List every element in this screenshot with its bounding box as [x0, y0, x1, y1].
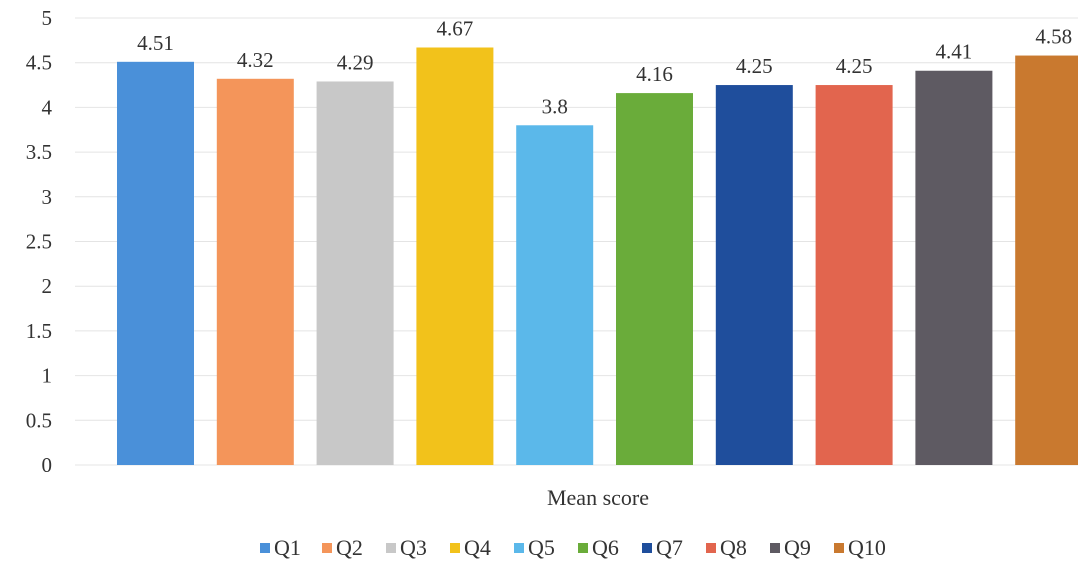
data-label-q7: 4.25	[736, 54, 773, 78]
bars	[117, 47, 1078, 466]
legend-label-q5: Q5	[528, 535, 555, 560]
bar-q10	[1015, 55, 1078, 465]
y-tick-label: 4.5	[26, 51, 52, 75]
legend-swatch-q3	[386, 543, 396, 553]
bar-q9	[915, 70, 993, 465]
y-tick-label: 3	[42, 185, 53, 209]
y-tick-label: 4	[42, 95, 53, 119]
data-label-q6: 4.16	[636, 62, 673, 86]
bar-q5	[516, 125, 594, 465]
y-tick-label: 1	[42, 364, 53, 388]
legend-swatch-q8	[706, 543, 716, 553]
data-label-q2: 4.32	[237, 48, 274, 72]
legend-label-q10: Q10	[848, 535, 886, 560]
y-axis-ticks: 0 0.5 1 1.5 2 2.5 3 3.5 4 4.5 5	[26, 6, 53, 477]
bar-q8	[815, 85, 893, 466]
legend-swatch-q4	[450, 543, 460, 553]
legend-swatch-q6	[578, 543, 588, 553]
legend-swatch-q1	[260, 543, 270, 553]
legend-swatch-q5	[514, 543, 524, 553]
data-labels: 4.51 4.32 4.29 4.67 3.8 4.16 4.25 4.25 4.41 4.58	[137, 17, 1072, 119]
bar-q6	[616, 93, 693, 465]
legend: Q1 Q2 Q3 Q4 Q5 Q6 Q7 Q8 Q9 Q10	[260, 535, 886, 560]
legend-label-q9: Q9	[784, 535, 811, 560]
data-label-q4: 4.67	[437, 17, 474, 41]
data-label-q9: 4.41	[936, 40, 973, 64]
bar-q3	[316, 81, 394, 465]
legend-label-q7: Q7	[656, 535, 683, 560]
legend-label-q6: Q6	[592, 535, 619, 560]
y-tick-label: 5	[42, 6, 53, 30]
data-label-q10: 4.58	[1035, 25, 1072, 49]
legend-swatch-q7	[642, 543, 652, 553]
data-label-q3: 4.29	[337, 50, 374, 74]
bar-q1	[117, 61, 194, 465]
y-tick-label: 3.5	[26, 140, 52, 164]
data-label-q1: 4.51	[137, 31, 174, 55]
bar-q2	[216, 78, 294, 466]
x-axis-title: Mean score	[547, 485, 649, 510]
legend-swatch-q10	[834, 543, 844, 553]
legend-label-q2: Q2	[336, 535, 363, 560]
data-label-q5: 3.8	[542, 94, 568, 118]
legend-label-q3: Q3	[400, 535, 427, 560]
legend-label-q8: Q8	[720, 535, 747, 560]
y-tick-label: 0	[42, 453, 53, 477]
bar-q4	[416, 47, 494, 465]
bar-q7	[715, 85, 793, 466]
y-tick-label: 1.5	[26, 319, 52, 343]
y-tick-label: 0.5	[26, 408, 52, 432]
legend-label-q4: Q4	[464, 535, 491, 560]
y-tick-label: 2.5	[26, 230, 52, 254]
legend-swatch-q2	[322, 543, 332, 553]
legend-label-q1: Q1	[274, 535, 301, 560]
legend-swatch-q9	[770, 543, 780, 553]
data-label-q8: 4.25	[836, 54, 873, 78]
y-tick-label: 2	[42, 274, 53, 298]
